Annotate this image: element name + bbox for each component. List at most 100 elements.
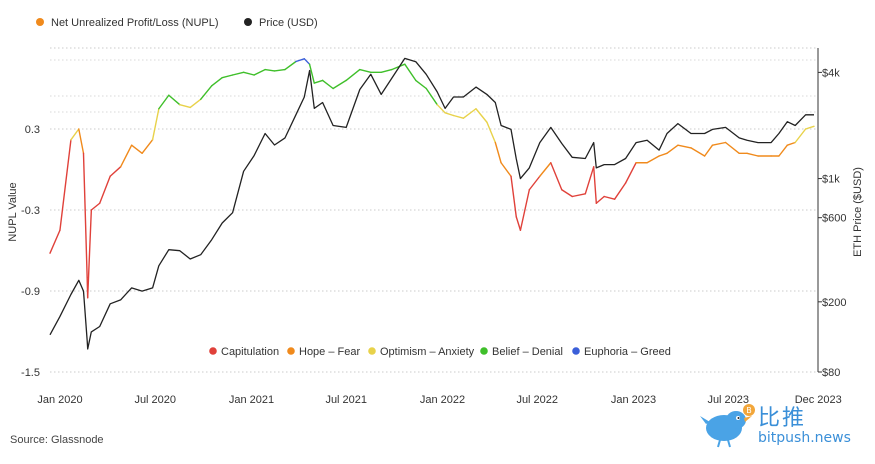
nupl-segment	[284, 60, 297, 71]
legend-label: Optimism – Anxiety	[380, 346, 475, 358]
nupl-segment	[158, 94, 170, 110]
nupl-segment	[99, 175, 111, 204]
bottom-legend: Capitulation Hope – Fear Optimism – Anxiet…	[209, 346, 671, 358]
nupl-segment	[221, 74, 234, 79]
nupl-segment	[78, 128, 85, 155]
svg-text:B: B	[746, 406, 752, 415]
watermark: B 比推 bitpush.news	[700, 400, 870, 450]
right-tick-label: $4k	[822, 67, 840, 79]
nupl-segment	[584, 166, 595, 195]
x-tick-label: Jan 2023	[611, 394, 656, 406]
nupl-segment	[500, 162, 512, 177]
top-legend: Net Unrealized Profit/Loss (NUPL) Price (…	[36, 17, 318, 29]
top-legend-item: Price (USD)	[244, 17, 318, 29]
nupl-segment	[119, 144, 133, 168]
left-tick-label: 0.3	[25, 124, 40, 136]
nupl-segment	[690, 147, 706, 157]
nupl-segment	[264, 68, 276, 72]
left-tick-label: -1.5	[21, 367, 40, 379]
legend-dot	[209, 347, 217, 355]
nupl-segment	[253, 68, 266, 76]
left-axis-ticks: 0.3 -0.3 -0.9 -1.5	[21, 124, 40, 379]
right-tick-label: $600	[822, 213, 846, 225]
nupl-segment	[595, 195, 605, 204]
nupl-segment	[189, 98, 202, 109]
top-legend-item: Net Unrealized Profit/Loss (NUPL)	[36, 17, 219, 29]
nupl-segment	[436, 103, 446, 114]
price-line	[49, 57, 814, 350]
right-tick-label: $1k	[822, 174, 840, 186]
nupl-segment	[90, 202, 101, 211]
nupl-segment	[391, 63, 406, 71]
nupl-segment	[273, 68, 286, 72]
nupl-segment	[425, 87, 438, 106]
nupl-segment	[141, 139, 154, 155]
nupl-segment	[778, 144, 789, 157]
legend-dot	[572, 347, 580, 355]
x-tick-label: Jan 2022	[420, 394, 465, 406]
legend-dot	[480, 347, 488, 355]
nupl-segment	[168, 94, 181, 106]
nupl-segment	[550, 162, 563, 191]
x-tick-label: Jul 2021	[325, 394, 367, 406]
nupl-segment	[295, 58, 306, 63]
x-tick-label: Dec 2023	[795, 394, 842, 406]
zone-legend-item: Belief – Denial	[480, 346, 563, 358]
right-axis-label: ETH Price ($USD)	[852, 167, 864, 257]
left-tick-label: -0.9	[21, 286, 40, 298]
nupl-segment	[703, 144, 714, 157]
nupl-segment	[452, 114, 465, 119]
nupl-segment	[59, 139, 72, 231]
nupl-segment	[345, 68, 361, 82]
nupl-segment	[666, 144, 679, 155]
source-label: Source: Glassnode	[10, 434, 104, 446]
nupl-segment	[613, 182, 627, 200]
x-tick-label: Jul 2023	[707, 394, 749, 406]
nupl-segment	[510, 175, 517, 218]
nupl-segment	[179, 103, 191, 109]
nupl-segment	[404, 63, 417, 82]
legend-label: Hope – Fear	[299, 346, 360, 358]
nupl-segment	[677, 144, 692, 149]
legend-dot	[36, 18, 44, 26]
nupl-segment	[711, 141, 727, 146]
nupl-segment	[646, 155, 660, 164]
nupl-segment	[658, 152, 668, 157]
nupl-segment	[519, 189, 531, 231]
nupl-segment	[794, 128, 807, 144]
x-tick-label: Jan 2020	[37, 394, 82, 406]
nupl-segment	[359, 68, 372, 74]
nupl-segment	[592, 166, 598, 204]
nupl-segment	[210, 76, 223, 87]
nupl-segment	[313, 79, 324, 84]
zone-legend-item: Hope – Fear	[287, 346, 360, 358]
nupl-segment	[242, 71, 255, 76]
nupl-segment	[486, 121, 497, 144]
nupl-segment	[380, 68, 393, 74]
nupl-segment	[86, 209, 93, 299]
legend-dot	[287, 347, 295, 355]
nupl-segment	[321, 79, 334, 90]
x-tick-label: Jul 2020	[134, 394, 176, 406]
price-series	[49, 57, 814, 350]
nupl-segment	[130, 144, 143, 155]
nupl-segment	[308, 63, 315, 84]
legend-dot	[368, 347, 376, 355]
left-axis-label: NUPL Value	[7, 182, 19, 241]
zone-legend-item: Optimism – Anxiety	[368, 346, 475, 358]
nupl-segment	[624, 162, 637, 184]
right-tick-label: $80	[822, 367, 840, 379]
nupl-segment	[151, 108, 160, 141]
nupl-segment	[539, 162, 552, 177]
nupl-segment	[494, 141, 502, 164]
nupl-segment	[746, 152, 759, 157]
zone-legend-item: Capitulation	[209, 346, 279, 358]
right-axis-ticks: $4k $1k $600 $200 $80	[818, 67, 846, 379]
nupl-segment	[70, 128, 80, 141]
watermark-cn-text: 比推	[758, 406, 807, 431]
nupl-segment	[561, 189, 573, 198]
watermark-en-text: bitpush.news	[758, 430, 851, 446]
legend-dot	[244, 18, 252, 26]
nupl-segment	[109, 166, 122, 177]
